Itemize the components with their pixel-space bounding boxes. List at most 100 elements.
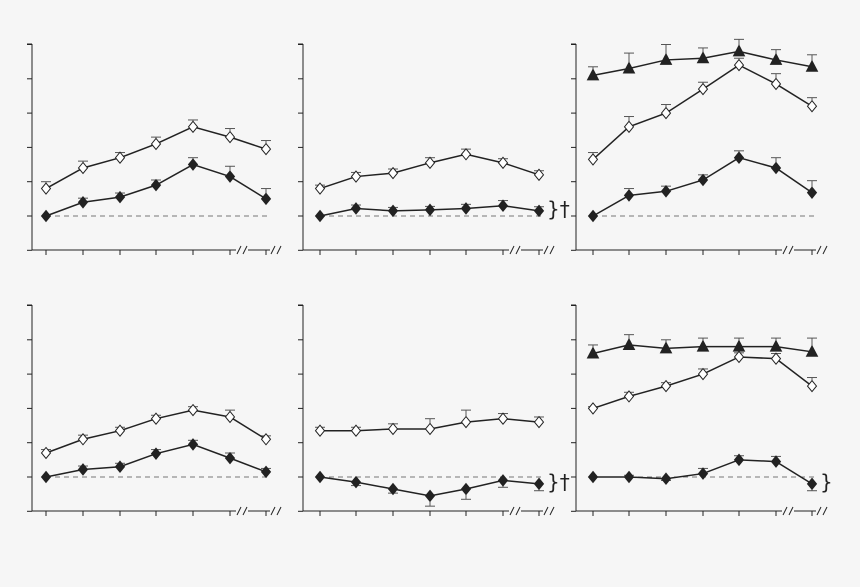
filled-diamond-marker: [497, 199, 509, 212]
open-diamond-marker: [350, 170, 362, 183]
open-diamond-marker: [697, 82, 709, 96]
filled-diamond-marker: [697, 467, 709, 480]
triangle-marker: [659, 341, 673, 354]
axis-break-mark: [543, 245, 549, 255]
series-line: [592, 356, 813, 410]
filled-diamond-marker: [40, 209, 52, 223]
filled-diamond-marker: [806, 477, 818, 491]
triangle-marker: [696, 51, 710, 64]
axis-break-mark: [543, 506, 549, 516]
triangle-marker: [805, 344, 819, 357]
triangle-marker: [769, 339, 783, 352]
triangle-marker: [622, 61, 636, 74]
filled-diamond-marker: [533, 477, 545, 491]
filled-diamond-marker: [187, 158, 199, 171]
axis-break-mark: [549, 506, 555, 516]
axis-break-mark: [270, 506, 276, 516]
filled-diamond-marker: [587, 209, 599, 223]
filled-diamond-marker: [733, 151, 745, 164]
axis-break-mark: [270, 245, 276, 255]
open-diamond-marker: [224, 130, 236, 144]
triangle-marker: [769, 52, 783, 65]
filled-diamond-marker: [697, 173, 709, 187]
open-diamond-marker: [260, 142, 272, 156]
filled-diamond-marker: [314, 470, 326, 484]
open-diamond-marker: [770, 77, 782, 91]
panel-bottom-left: [27, 304, 282, 516]
open-diamond-marker: [623, 390, 635, 403]
axis-break-mark: [509, 506, 515, 516]
filled-diamond-marker: [806, 186, 818, 199]
series-line: [592, 64, 813, 160]
triangle-marker: [732, 44, 746, 57]
axis-break-mark: [236, 245, 242, 255]
filled-diamond-marker: [770, 161, 782, 175]
filled-diamond-marker: [187, 438, 199, 451]
axis-break-mark: [509, 245, 515, 255]
panel-top-left: [27, 43, 282, 255]
axis-break-mark: [515, 245, 521, 255]
open-diamond-marker: [424, 422, 436, 436]
triangle-marker: [622, 337, 636, 350]
open-diamond-marker: [40, 182, 52, 195]
open-diamond-marker: [40, 446, 52, 460]
filled-diamond-marker: [623, 470, 635, 484]
open-diamond-marker: [424, 156, 436, 170]
filled-diamond-marker: [387, 204, 399, 218]
open-diamond-marker: [260, 432, 272, 446]
axis-break-mark: [822, 245, 828, 255]
open-diamond-marker: [350, 424, 362, 437]
axis-break-mark: [816, 506, 822, 516]
filled-diamond-marker: [314, 209, 326, 223]
filled-diamond-marker: [260, 192, 272, 206]
filled-diamond-marker: [424, 489, 436, 503]
open-diamond-marker: [497, 412, 509, 425]
axis-break-mark: [822, 506, 828, 516]
filled-diamond-marker: [497, 474, 509, 487]
open-diamond-marker: [77, 161, 89, 175]
filled-diamond-marker: [660, 185, 672, 198]
filled-diamond-marker: [114, 190, 126, 204]
open-diamond-marker: [387, 166, 399, 180]
open-diamond-marker: [460, 147, 472, 161]
filled-diamond-marker: [460, 202, 472, 215]
open-diamond-marker: [114, 424, 126, 437]
triangle-marker: [805, 59, 819, 72]
open-diamond-marker: [770, 352, 782, 365]
filled-diamond-marker: [224, 170, 236, 183]
open-diamond-marker: [623, 120, 635, 134]
open-diamond-marker: [150, 137, 162, 151]
axis-break-mark: [549, 245, 555, 255]
open-diamond-marker: [660, 106, 672, 120]
open-diamond-marker: [187, 403, 199, 417]
axis-break-mark: [242, 506, 248, 516]
filled-diamond-marker: [260, 465, 272, 479]
filled-diamond-marker: [40, 470, 52, 484]
open-diamond-marker: [733, 58, 745, 72]
filled-diamond-marker: [533, 204, 545, 218]
filled-diamond-marker: [587, 470, 599, 484]
axis-break-mark: [788, 506, 794, 516]
open-diamond-marker: [314, 424, 326, 437]
triangle-marker: [659, 52, 673, 65]
axis-break-mark: [276, 506, 282, 516]
axis-break-mark: [515, 506, 521, 516]
open-diamond-marker: [224, 410, 236, 424]
filled-diamond-marker: [77, 463, 89, 476]
filled-diamond-marker: [77, 195, 89, 209]
triangle-marker: [586, 346, 600, 359]
filled-diamond-marker: [770, 455, 782, 468]
open-diamond-marker: [587, 402, 599, 415]
filled-diamond-marker: [114, 460, 126, 473]
open-diamond-marker: [533, 168, 545, 182]
significance-annotation: }: [820, 470, 833, 494]
filled-diamond-marker: [460, 482, 472, 496]
significance-annotation: }†: [547, 197, 570, 221]
open-diamond-marker: [460, 415, 472, 429]
filled-diamond-marker: [350, 202, 362, 215]
axis-break-mark: [242, 245, 248, 255]
open-diamond-marker: [806, 379, 818, 393]
open-diamond-marker: [733, 350, 745, 364]
triangle-marker: [586, 68, 600, 81]
